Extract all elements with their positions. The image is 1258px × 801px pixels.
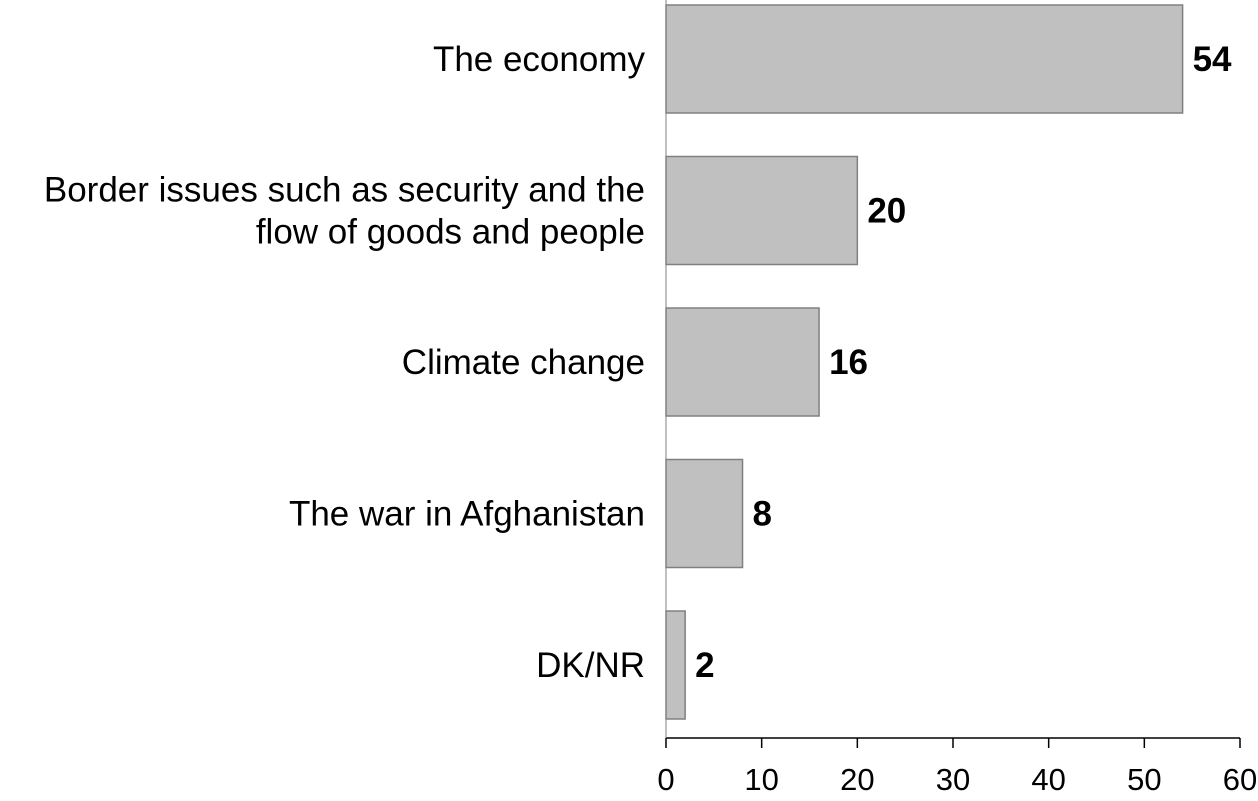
x-tick-label-0: 0 <box>657 762 674 797</box>
category-label-1-line-1: flow of goods and people <box>256 213 645 252</box>
x-tick-label-2: 20 <box>840 762 874 797</box>
category-label-2: Climate change <box>402 343 645 382</box>
value-label-3: 8 <box>753 495 772 534</box>
value-label-0: 54 <box>1193 40 1232 79</box>
value-labels-group: 54 20 16 8 2 <box>695 40 1232 685</box>
bar-0 <box>665 4 1184 114</box>
value-label-2: 16 <box>829 343 868 382</box>
x-axis: 0 10 20 30 40 50 60 <box>657 0 1257 797</box>
value-label-4: 2 <box>695 646 714 685</box>
bar-1 <box>665 155 859 266</box>
x-tick-label-4: 40 <box>1031 762 1065 797</box>
bar-3 <box>665 458 744 569</box>
bar-2 <box>665 307 820 417</box>
x-tick-label-1: 10 <box>744 762 778 797</box>
x-tick-label-3: 30 <box>936 762 970 797</box>
category-label-3: The war in Afghanistan <box>289 495 645 534</box>
category-label-0: The economy <box>433 40 646 79</box>
x-tick-label-6: 60 <box>1223 762 1257 797</box>
category-labels-group: The economy Border issues such as securit… <box>44 40 646 685</box>
category-label-1-line-0: Border issues such as security and the <box>44 171 645 210</box>
x-tick-label-5: 50 <box>1127 762 1161 797</box>
bars-group <box>665 4 1184 720</box>
category-label-4: DK/NR <box>536 646 645 685</box>
bar-4 <box>665 610 686 720</box>
value-label-1: 20 <box>867 192 906 231</box>
